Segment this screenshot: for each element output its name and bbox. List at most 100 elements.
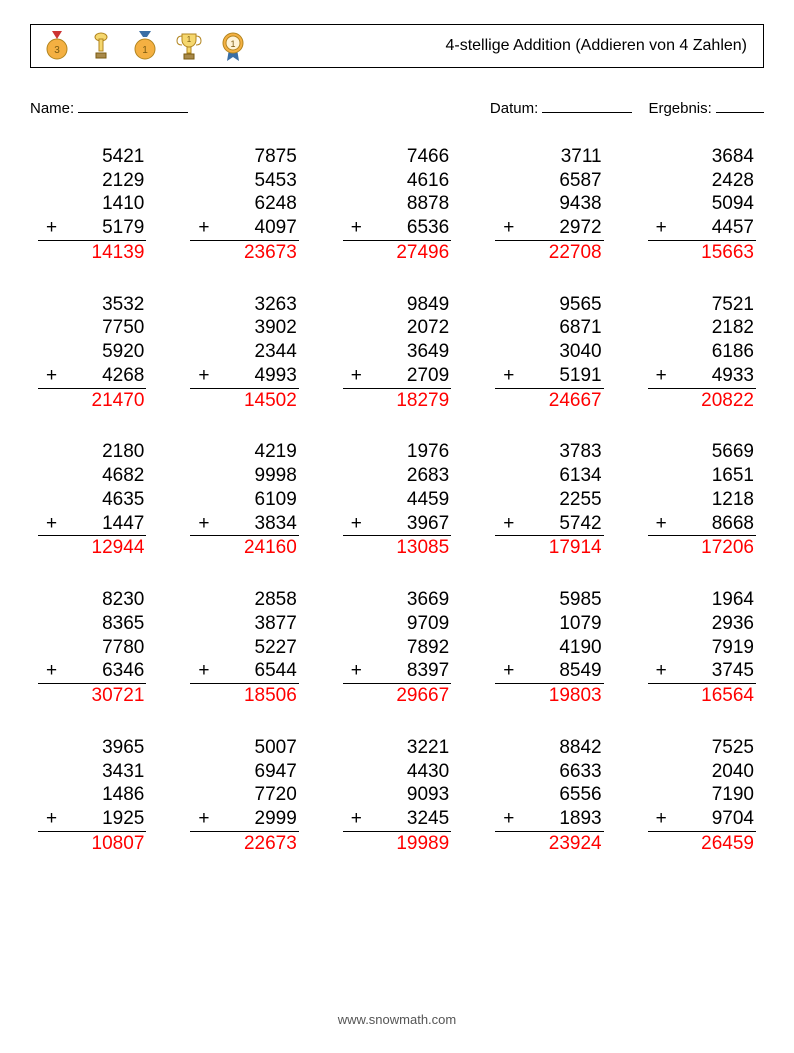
addend: 9849 [343, 293, 451, 317]
addend: 7892 [343, 636, 451, 660]
footer-url: www.snowmath.com [0, 1012, 794, 1027]
addend: 8878 [343, 192, 451, 216]
addition-problem: 421999986109+383424160 [190, 440, 298, 560]
answer: 19989 [343, 832, 451, 856]
last-addend: +9704 [648, 807, 756, 832]
addend: 3684 [648, 145, 756, 169]
last-addend: +2972 [495, 216, 603, 241]
last-addend: +6346 [38, 659, 146, 684]
addend: 7190 [648, 783, 756, 807]
addend: 1651 [648, 464, 756, 488]
name-field: Name: [30, 96, 470, 117]
addition-problem: 196429367919+374516564 [648, 588, 756, 708]
answer: 21470 [38, 389, 146, 413]
addition-problem: 396534311486+192510807 [38, 736, 146, 856]
addend: 2129 [38, 169, 146, 193]
addend: 6871 [495, 316, 603, 340]
addend: 6248 [190, 192, 298, 216]
last-addend: +4097 [190, 216, 298, 241]
addend: 5094 [648, 192, 756, 216]
worksheet-page: 3111 4-stellige Addition (Addieren von 4… [0, 0, 794, 1053]
answer: 13085 [343, 536, 451, 560]
result-label: Ergebnis: [648, 100, 711, 117]
last-addend: +8549 [495, 659, 603, 684]
addend: 3221 [343, 736, 451, 760]
answer: 17206 [648, 536, 756, 560]
addend: 4682 [38, 464, 146, 488]
addend: 2936 [648, 612, 756, 636]
last-addend: +4268 [38, 364, 146, 389]
addend: 8365 [38, 612, 146, 636]
last-addend: +4457 [648, 216, 756, 241]
answer: 22708 [495, 241, 603, 265]
result-field: Ergebnis: [648, 96, 764, 117]
last-addend: +1893 [495, 807, 603, 832]
addend: 6186 [648, 340, 756, 364]
addend: 3649 [343, 340, 451, 364]
addend: 6556 [495, 783, 603, 807]
addition-problem: 823083657780+634630721 [38, 588, 146, 708]
medal-ribbon-icon: 1 [131, 31, 159, 61]
answer: 14139 [38, 241, 146, 265]
addition-problem: 884266336556+189323924 [495, 736, 603, 856]
addend: 1964 [648, 588, 756, 612]
answer: 27496 [343, 241, 451, 265]
addend: 3783 [495, 440, 603, 464]
addend: 2683 [343, 464, 451, 488]
addend: 8842 [495, 736, 603, 760]
name-blank [78, 96, 188, 113]
addend: 1079 [495, 612, 603, 636]
addend: 3669 [343, 588, 451, 612]
addition-problem: 984920723649+270918279 [343, 293, 451, 413]
addition-problem: 752121826186+493320822 [648, 293, 756, 413]
badge-row: 3111 [43, 31, 247, 61]
addition-problem: 368424285094+445715663 [648, 145, 756, 265]
addend: 1486 [38, 783, 146, 807]
last-addend: +1925 [38, 807, 146, 832]
addend: 9709 [343, 612, 451, 636]
result-blank [716, 96, 764, 113]
addend: 4459 [343, 488, 451, 512]
name-label: Name: [30, 100, 74, 117]
addition-problem: 322144309093+324519989 [343, 736, 451, 856]
addend: 5920 [38, 340, 146, 364]
addend: 7750 [38, 316, 146, 340]
addend: 5985 [495, 588, 603, 612]
answer: 20822 [648, 389, 756, 413]
addend: 3263 [190, 293, 298, 317]
answer: 16564 [648, 684, 756, 708]
addend: 3040 [495, 340, 603, 364]
addend: 2858 [190, 588, 298, 612]
addition-problem: 787554536248+409723673 [190, 145, 298, 265]
svg-text:1: 1 [142, 45, 148, 56]
addition-problem: 500769477720+299922673 [190, 736, 298, 856]
trophy-icon: 1 [175, 31, 203, 61]
answer: 18279 [343, 389, 451, 413]
addend: 6134 [495, 464, 603, 488]
addend: 4430 [343, 760, 451, 784]
answer: 26459 [648, 832, 756, 856]
answer: 10807 [38, 832, 146, 856]
addend: 5007 [190, 736, 298, 760]
addend: 1218 [648, 488, 756, 512]
addend: 7466 [343, 145, 451, 169]
last-addend: +3834 [190, 512, 298, 537]
addition-problem: 598510794190+854919803 [495, 588, 603, 708]
addend: 2180 [38, 440, 146, 464]
addition-problem: 378361342255+574217914 [495, 440, 603, 560]
addend: 3532 [38, 293, 146, 317]
addend: 7875 [190, 145, 298, 169]
last-addend: +4993 [190, 364, 298, 389]
answer: 17914 [495, 536, 603, 560]
rosette-icon: 1 [219, 31, 247, 61]
addition-problem: 746646168878+653627496 [343, 145, 451, 265]
addend: 2428 [648, 169, 756, 193]
addend: 5453 [190, 169, 298, 193]
addend: 1410 [38, 192, 146, 216]
addend: 4190 [495, 636, 603, 660]
answer: 23673 [190, 241, 298, 265]
answer: 19803 [495, 684, 603, 708]
addend: 6109 [190, 488, 298, 512]
addend: 9565 [495, 293, 603, 317]
date-label: Datum: [490, 100, 538, 117]
